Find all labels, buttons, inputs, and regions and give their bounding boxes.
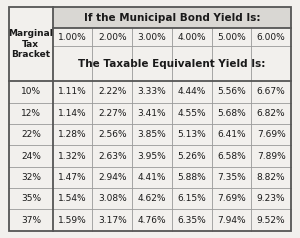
Text: 4.41%: 4.41% xyxy=(138,173,166,182)
Text: 6.41%: 6.41% xyxy=(217,130,246,139)
Text: 8.82%: 8.82% xyxy=(257,173,286,182)
Text: 1.00%: 1.00% xyxy=(58,33,87,42)
Text: 3.08%: 3.08% xyxy=(98,194,127,203)
Text: 7.94%: 7.94% xyxy=(217,216,246,225)
Text: 7.89%: 7.89% xyxy=(257,152,286,160)
Text: 6.15%: 6.15% xyxy=(177,194,206,203)
Text: 5.26%: 5.26% xyxy=(177,152,206,160)
Text: 2.56%: 2.56% xyxy=(98,130,127,139)
Text: 2.63%: 2.63% xyxy=(98,152,127,160)
Text: 2.22%: 2.22% xyxy=(98,87,127,96)
Text: 1.54%: 1.54% xyxy=(58,194,87,203)
Text: 1.59%: 1.59% xyxy=(58,216,87,225)
Text: 5.13%: 5.13% xyxy=(177,130,206,139)
Text: 7.69%: 7.69% xyxy=(257,130,286,139)
Text: 10%: 10% xyxy=(21,87,41,96)
Text: If the Municipal Bond Yield Is:: If the Municipal Bond Yield Is: xyxy=(84,13,260,23)
Text: 1.47%: 1.47% xyxy=(58,173,87,182)
Text: 5.56%: 5.56% xyxy=(217,87,246,96)
Text: 4.44%: 4.44% xyxy=(178,87,206,96)
Text: 3.17%: 3.17% xyxy=(98,216,127,225)
Text: 3.85%: 3.85% xyxy=(138,130,167,139)
Text: 3.33%: 3.33% xyxy=(138,87,167,96)
Text: 2.94%: 2.94% xyxy=(98,173,127,182)
Text: 6.00%: 6.00% xyxy=(257,33,286,42)
Text: 2.00%: 2.00% xyxy=(98,33,127,42)
Text: 6.35%: 6.35% xyxy=(177,216,206,225)
Text: 1.28%: 1.28% xyxy=(58,130,87,139)
Text: 32%: 32% xyxy=(21,173,41,182)
Text: 12%: 12% xyxy=(21,109,41,118)
Text: 9.52%: 9.52% xyxy=(257,216,286,225)
Bar xyxy=(53,7,291,29)
Text: 22%: 22% xyxy=(21,130,41,139)
Text: 4.62%: 4.62% xyxy=(138,194,166,203)
Text: 1.11%: 1.11% xyxy=(58,87,87,96)
Text: 24%: 24% xyxy=(21,152,41,160)
Text: 7.69%: 7.69% xyxy=(217,194,246,203)
Text: 5.68%: 5.68% xyxy=(217,109,246,118)
Text: 4.00%: 4.00% xyxy=(177,33,206,42)
Text: 7.35%: 7.35% xyxy=(217,173,246,182)
Text: 3.41%: 3.41% xyxy=(138,109,166,118)
Text: 5.00%: 5.00% xyxy=(217,33,246,42)
Text: 6.82%: 6.82% xyxy=(257,109,286,118)
Text: 37%: 37% xyxy=(21,216,41,225)
Text: 9.23%: 9.23% xyxy=(257,194,286,203)
Text: Marginal
Tax
Bracket: Marginal Tax Bracket xyxy=(8,29,53,59)
Text: 4.76%: 4.76% xyxy=(138,216,166,225)
Text: 1.14%: 1.14% xyxy=(58,109,87,118)
Text: 35%: 35% xyxy=(21,194,41,203)
Text: 2.27%: 2.27% xyxy=(98,109,127,118)
Text: The Taxable Equivalent Yield Is:: The Taxable Equivalent Yield Is: xyxy=(78,59,266,69)
Text: 1.32%: 1.32% xyxy=(58,152,87,160)
Text: 6.58%: 6.58% xyxy=(217,152,246,160)
Text: 6.67%: 6.67% xyxy=(257,87,286,96)
Text: 5.88%: 5.88% xyxy=(177,173,206,182)
Text: 4.55%: 4.55% xyxy=(177,109,206,118)
Text: 3.95%: 3.95% xyxy=(138,152,167,160)
Text: 3.00%: 3.00% xyxy=(138,33,167,42)
